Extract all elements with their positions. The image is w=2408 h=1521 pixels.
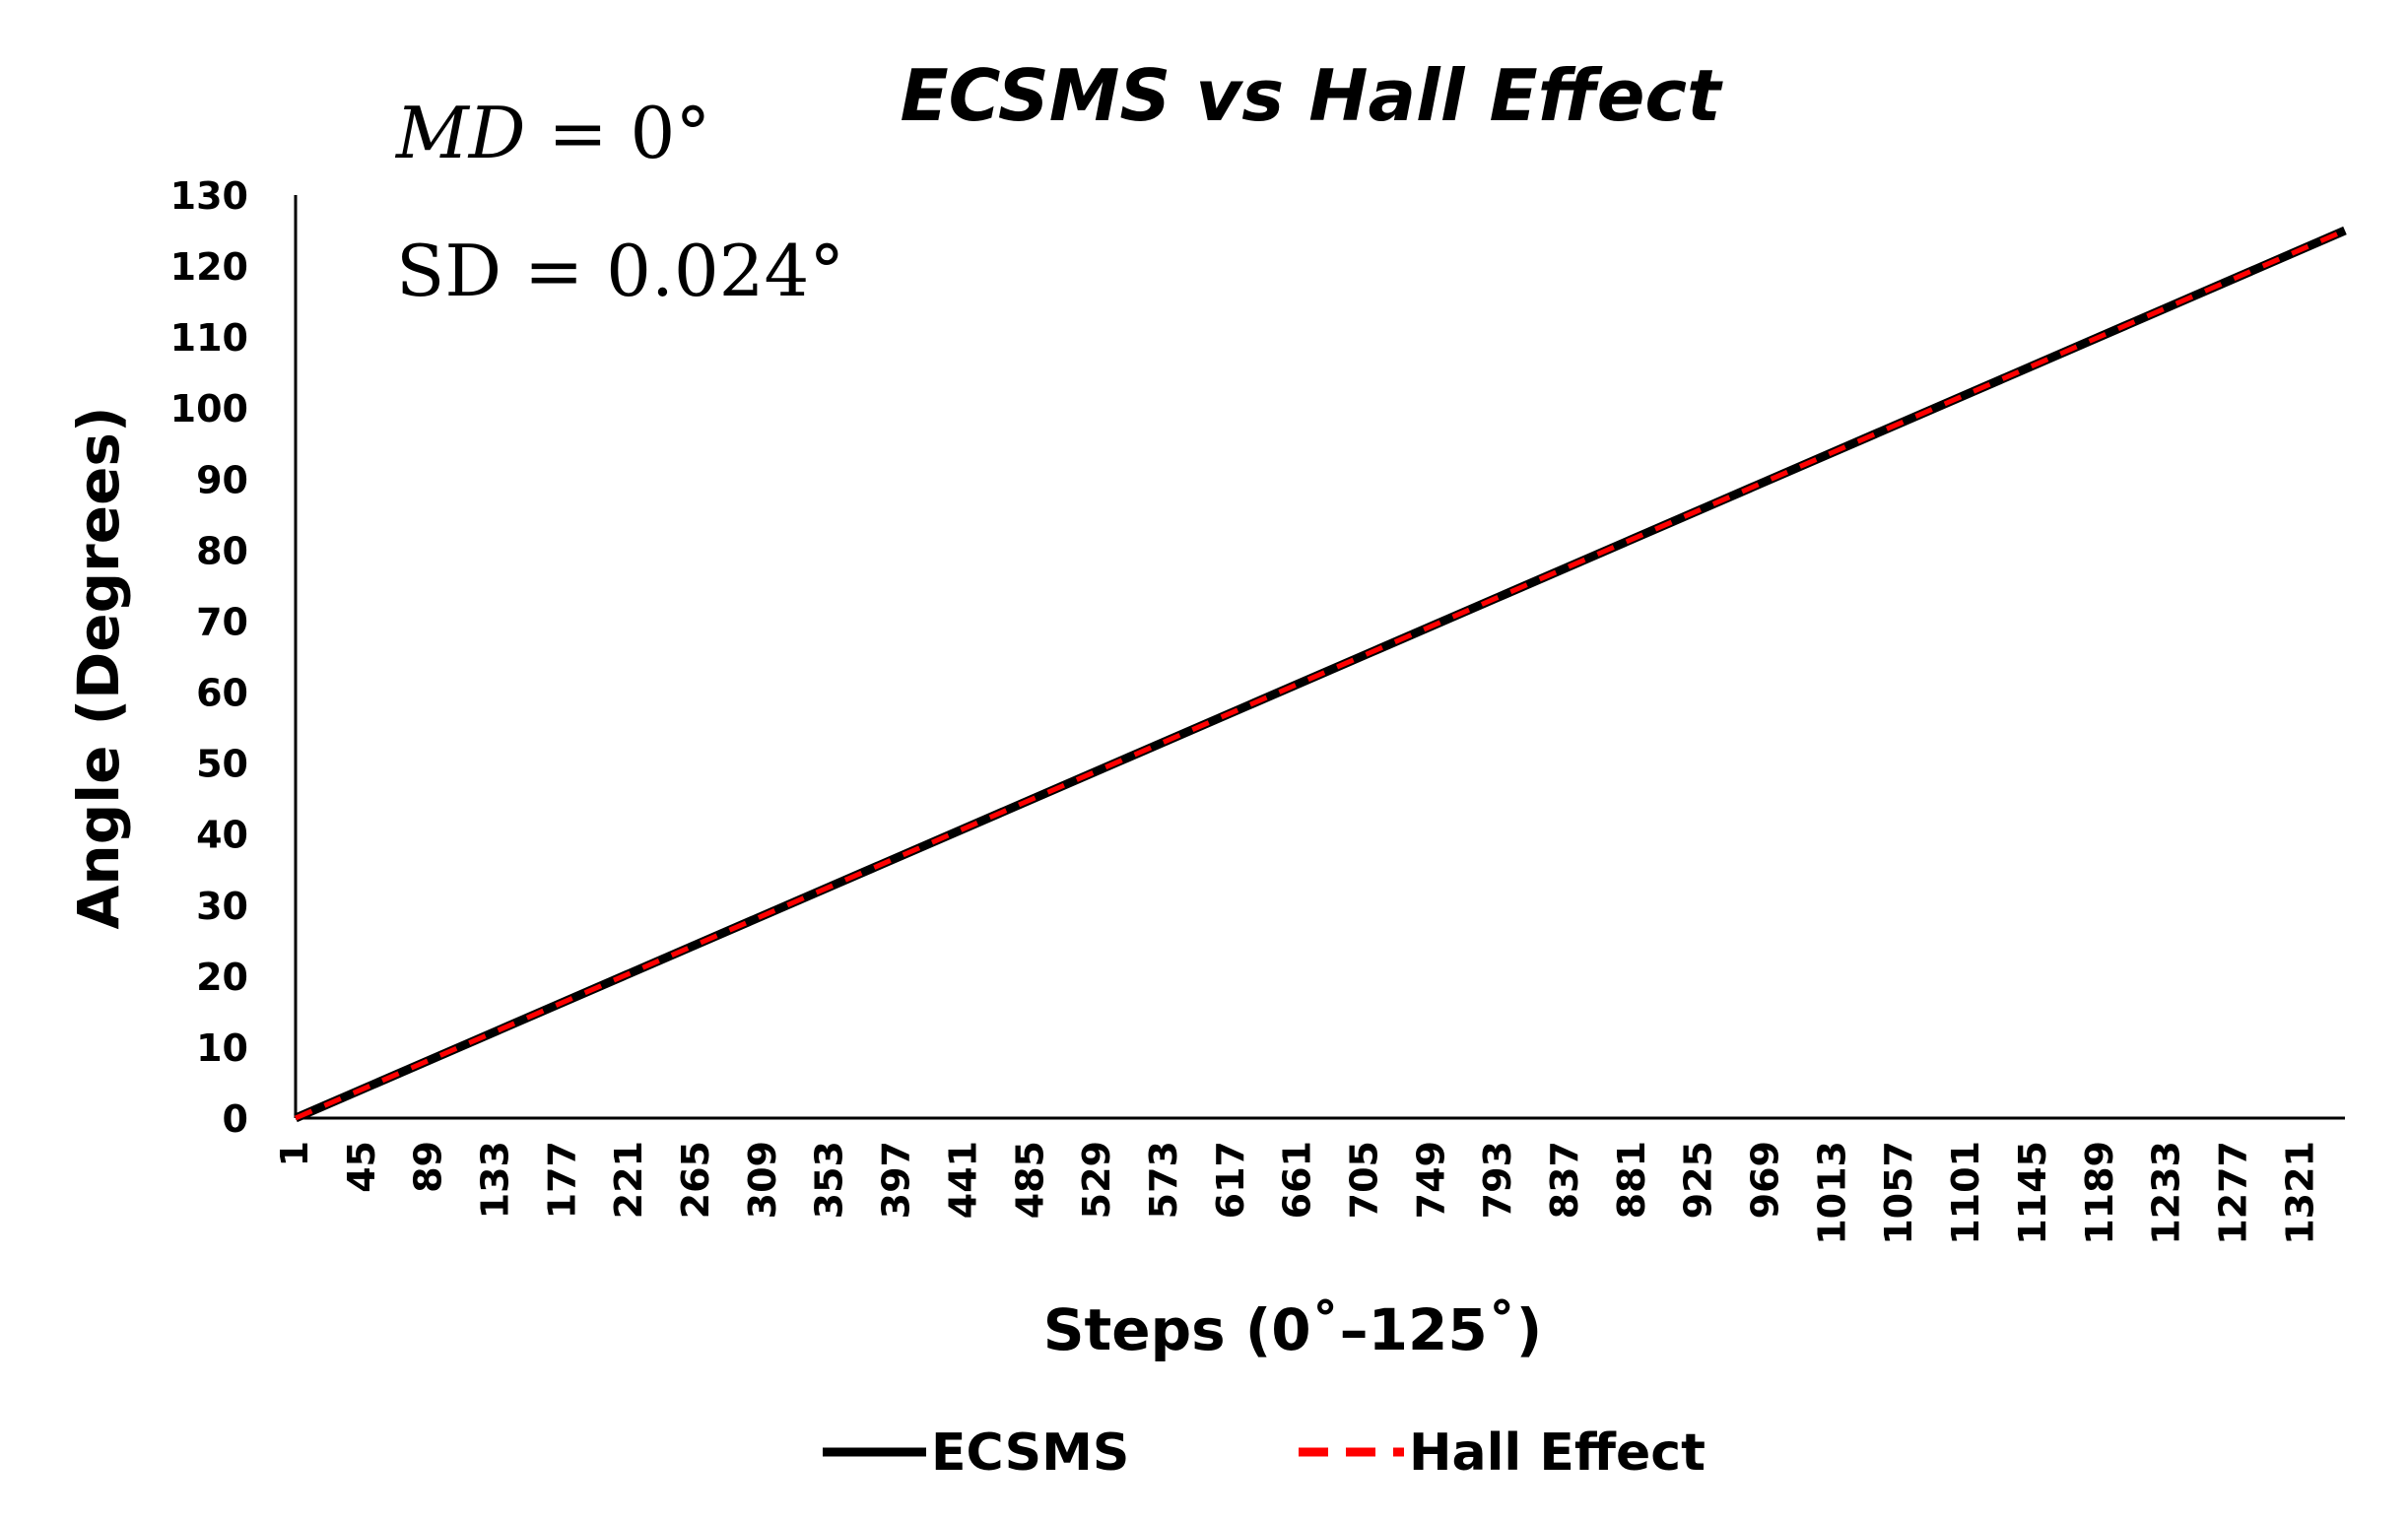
x-tick-label: 265 xyxy=(674,1141,717,1219)
x-tick-label: 441 xyxy=(941,1141,984,1219)
x-tick-label: 1189 xyxy=(2078,1141,2121,1245)
x-tick-label: 705 xyxy=(1342,1141,1385,1219)
x-tick-label: 793 xyxy=(1476,1141,1519,1219)
x-tick-label: 353 xyxy=(808,1141,851,1219)
x-tick-label: 749 xyxy=(1409,1141,1452,1219)
y-tick-label: 20 xyxy=(196,956,248,999)
x-tick-label: 397 xyxy=(875,1141,918,1219)
y-tick-label: 50 xyxy=(196,743,248,786)
x-tick-label: 837 xyxy=(1543,1141,1586,1219)
x-tick-label: 1145 xyxy=(2011,1141,2054,1245)
x-tick-label: 485 xyxy=(1008,1141,1051,1219)
y-tick-label: 120 xyxy=(170,245,248,289)
x-tick-label: 1013 xyxy=(1810,1141,1853,1245)
x-tick-label: 45 xyxy=(340,1141,383,1193)
y-tick-label: 110 xyxy=(170,316,248,360)
y-tick-label: 60 xyxy=(196,672,248,715)
x-tick-label: 1233 xyxy=(2145,1141,2188,1245)
y-tick-label: 80 xyxy=(196,529,248,572)
x-tick-label: 309 xyxy=(741,1141,784,1219)
x-tick-label: 133 xyxy=(474,1141,517,1219)
y-tick-label: 0 xyxy=(223,1097,248,1141)
x-tick-label: 1277 xyxy=(2211,1141,2254,1245)
legend-ecsms-label: ECSMS xyxy=(931,1423,1129,1483)
x-tick-label: 573 xyxy=(1142,1141,1185,1219)
x-tick-label: 1101 xyxy=(1944,1141,1987,1245)
legend-hall-effect-label: Hall Effect xyxy=(1409,1423,1706,1483)
y-axis-label: Angle (Degrees) xyxy=(65,407,132,930)
sd-annotation: SD = 0.024° xyxy=(396,230,844,312)
x-tick-label: 661 xyxy=(1276,1141,1319,1219)
x-tick-label: 1321 xyxy=(2278,1141,2321,1245)
y-tick-label: 30 xyxy=(196,885,248,928)
x-tick-label: 925 xyxy=(1677,1141,1720,1219)
y-tick-label: 100 xyxy=(170,387,248,430)
x-tick-label: 1 xyxy=(273,1141,316,1166)
md-value: = 0° xyxy=(525,92,710,174)
series-layer xyxy=(294,226,2347,1123)
y-tick-label: 70 xyxy=(196,600,248,643)
x-tick-labels: 1 45 89 133 177 221 265 309 353 397 441 485 529 573 61… xyxy=(273,1141,2321,1245)
y-tick-labels: 0 10 20 30 40 50 60 70 80 90 100 110 120 130 xyxy=(170,174,248,1141)
x-axis-label: Steps (0˚–125˚) xyxy=(1043,1296,1543,1363)
y-tick-label: 130 xyxy=(170,174,248,218)
x-tick-label: 221 xyxy=(607,1141,650,1219)
y-tick-label: 10 xyxy=(196,1026,248,1070)
x-tick-label: 969 xyxy=(1744,1141,1787,1219)
y-tick-label: 40 xyxy=(196,814,248,857)
x-tick-label: 177 xyxy=(540,1141,583,1219)
x-tick-label: 617 xyxy=(1209,1141,1252,1219)
y-tick-label: 90 xyxy=(196,458,248,501)
series-hall-effect-line xyxy=(295,228,2346,1121)
md-annotation: MD = 0° xyxy=(394,92,710,174)
x-tick-label: 1057 xyxy=(1877,1141,1920,1245)
x-tick-label: 881 xyxy=(1610,1141,1653,1219)
md-label: MD xyxy=(394,92,525,174)
x-tick-label: 529 xyxy=(1075,1141,1118,1219)
chart-title: ECSMS vs Hall Effect xyxy=(900,54,1723,137)
x-tick-label: 89 xyxy=(407,1141,450,1193)
legend: ECSMS Hall Effect xyxy=(823,1423,1706,1483)
